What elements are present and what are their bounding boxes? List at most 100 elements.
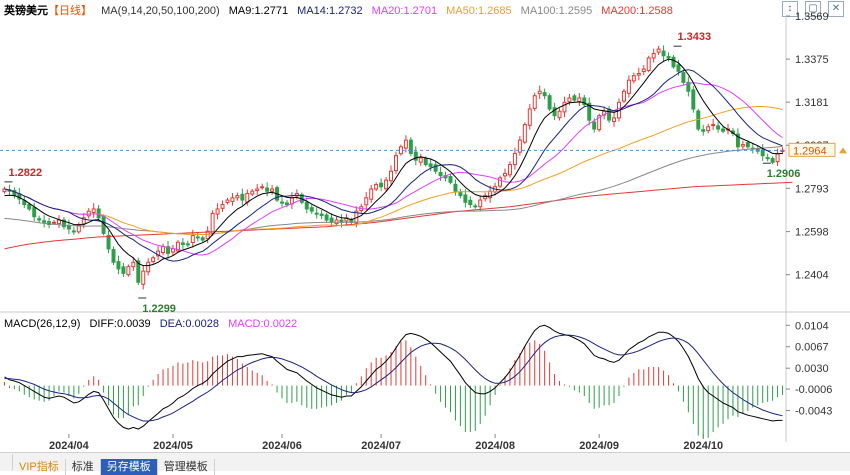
price-legend: 英镑美元【日线】 MA(9,14,20,50,100,200) MA9:1.27… [4, 2, 679, 17]
close-icon[interactable]: ✕ [828, 1, 844, 17]
candle-body-112 [557, 110, 562, 119]
macd-y-tick-label-4: -0.0043 [795, 406, 832, 418]
candle-body-40 [200, 237, 205, 241]
candle-body-37 [185, 243, 190, 246]
candle-body-22 [111, 249, 116, 263]
candle-body-115 [572, 95, 577, 101]
candle-body-97 [483, 195, 488, 200]
tab-save-template[interactable]: 另存模板 [100, 459, 158, 475]
candle-body-76 [379, 182, 384, 188]
candle-body-117 [582, 97, 587, 106]
ma50-line [4, 106, 783, 236]
ma200-value: MA200:1.2588 [601, 5, 673, 17]
candle-body-77 [384, 179, 389, 190]
candle-body-155 [770, 158, 775, 163]
x-tick-label-5: 2024/09 [579, 440, 619, 452]
current-price-marker-icon [839, 147, 847, 154]
ma14-value: MA14:1.2732 [297, 5, 363, 17]
candle-body-82 [408, 139, 413, 154]
candle-body-138 [686, 81, 691, 92]
candle-body-156 [775, 152, 780, 163]
macd-legend: MACD(26,12,9) DIFF:0.0039 DEA:0.0028 MAC… [4, 318, 303, 332]
maximize-icon[interactable]: ▢ [804, 1, 821, 17]
macd-histogram [3, 340, 784, 439]
candle-body-91 [453, 183, 458, 192]
candle-body-26 [131, 261, 136, 268]
candle-body-18 [91, 208, 96, 214]
candle-body-36 [180, 242, 185, 245]
chart-canvas[interactable]: 1.24041.25981.27931.29871.31811.33751.35… [0, 0, 850, 452]
candle-body-141 [701, 129, 706, 132]
ma20-value: MA20:1.2701 [371, 5, 438, 17]
annotation-label-2: 1.3433 [677, 31, 711, 43]
tab-vip[interactable]: VIP指标 [13, 459, 66, 475]
candle-body-104 [517, 139, 522, 153]
x-tick-label-4: 2024/08 [475, 440, 515, 452]
price-y-tick-label-6: 1.3569 [795, 11, 829, 23]
ma9-value: MA9:1.2771 [228, 5, 289, 17]
candles [2, 45, 785, 290]
candle-body-5 [27, 204, 32, 210]
candle-body-129 [641, 68, 646, 73]
ma-label: MA(9,14,20,50,100,200) [101, 5, 220, 17]
candle-body-148 [735, 133, 740, 148]
candle-body-116 [577, 97, 582, 102]
candle-body-39 [195, 236, 200, 239]
macd-diff-line [4, 324, 783, 430]
candle-body-119 [592, 121, 597, 130]
candle-body-122 [607, 108, 612, 121]
candle-body-50 [250, 190, 255, 195]
candle-body-43 [215, 208, 220, 215]
tab-first[interactable] [0, 454, 13, 470]
ma20-line [4, 82, 783, 256]
candle-body-83 [413, 151, 418, 161]
candle-body-61 [304, 201, 309, 210]
candle-body-102 [507, 164, 512, 176]
ma9-line [4, 58, 783, 267]
candle-body-150 [745, 142, 750, 148]
candle-body-137 [681, 72, 686, 83]
candle-body-142 [706, 126, 711, 132]
candle-body-90 [448, 176, 453, 183]
annotation-label-3: 1.2906 [767, 168, 801, 180]
candle-body-126 [626, 79, 631, 94]
candle-body-96 [478, 199, 483, 208]
candle-body-120 [597, 115, 602, 131]
ma50-value: MA50:1.2685 [446, 5, 512, 17]
candle-body-25 [126, 266, 131, 276]
candle-body-103 [512, 152, 517, 166]
candle-body-74 [369, 188, 374, 200]
candle-body-75 [374, 184, 379, 190]
candle-body-63 [314, 212, 319, 215]
candle-body-45 [225, 199, 230, 204]
tab-standard[interactable]: 标准 [66, 459, 101, 475]
candle-body-53 [265, 187, 270, 192]
macd-dea-line [4, 334, 783, 422]
candle-body-130 [646, 57, 651, 71]
candle-body-85 [423, 158, 428, 166]
candle-body-0 [2, 188, 7, 193]
tab-manage-template[interactable]: 管理模板 [158, 459, 215, 475]
candle-body-6 [32, 207, 37, 218]
candle-body-34 [170, 248, 175, 253]
candle-body-35 [175, 241, 180, 252]
candle-body-111 [552, 107, 557, 117]
candle-body-95 [473, 205, 478, 208]
candle-body-114 [567, 97, 572, 103]
price-y-tick-label-4: 1.3181 [795, 97, 829, 109]
ma100-line [4, 145, 783, 236]
candle-body-127 [631, 75, 636, 82]
period-label[interactable]: 【日线】 [48, 5, 92, 17]
candle-body-149 [740, 144, 745, 147]
candle-body-46 [230, 197, 235, 202]
candle-body-14 [71, 230, 76, 233]
candle-body-84 [418, 157, 423, 163]
candle-body-19 [96, 208, 101, 219]
candle-body-81 [403, 139, 408, 149]
candle-body-52 [260, 186, 265, 189]
candle-body-24 [121, 266, 126, 274]
candle-body-107 [532, 95, 537, 109]
x-tick-label-3: 2024/07 [361, 440, 401, 452]
candle-body-8 [42, 220, 47, 223]
candle-body-108 [537, 90, 542, 95]
